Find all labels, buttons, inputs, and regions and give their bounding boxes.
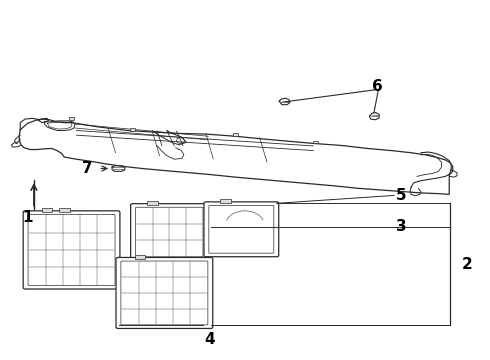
Text: 5: 5 <box>396 188 407 203</box>
Text: 4: 4 <box>204 332 215 347</box>
FancyBboxPatch shape <box>209 206 274 253</box>
FancyBboxPatch shape <box>116 257 213 328</box>
FancyBboxPatch shape <box>204 202 279 257</box>
Text: 7: 7 <box>82 161 93 176</box>
Text: 1: 1 <box>23 210 33 225</box>
Bar <box>69 117 74 120</box>
Text: 2: 2 <box>462 257 473 272</box>
Bar <box>130 128 135 131</box>
Bar <box>147 201 158 205</box>
FancyBboxPatch shape <box>121 261 208 325</box>
Bar <box>233 134 238 136</box>
FancyBboxPatch shape <box>131 204 208 260</box>
Bar <box>135 255 146 259</box>
FancyBboxPatch shape <box>23 211 120 289</box>
Text: 6: 6 <box>371 79 382 94</box>
Text: 3: 3 <box>396 219 407 234</box>
FancyBboxPatch shape <box>28 215 115 285</box>
FancyBboxPatch shape <box>136 207 203 257</box>
Bar <box>42 208 52 212</box>
Bar <box>59 208 70 212</box>
Bar <box>314 140 318 143</box>
Bar <box>220 199 231 203</box>
